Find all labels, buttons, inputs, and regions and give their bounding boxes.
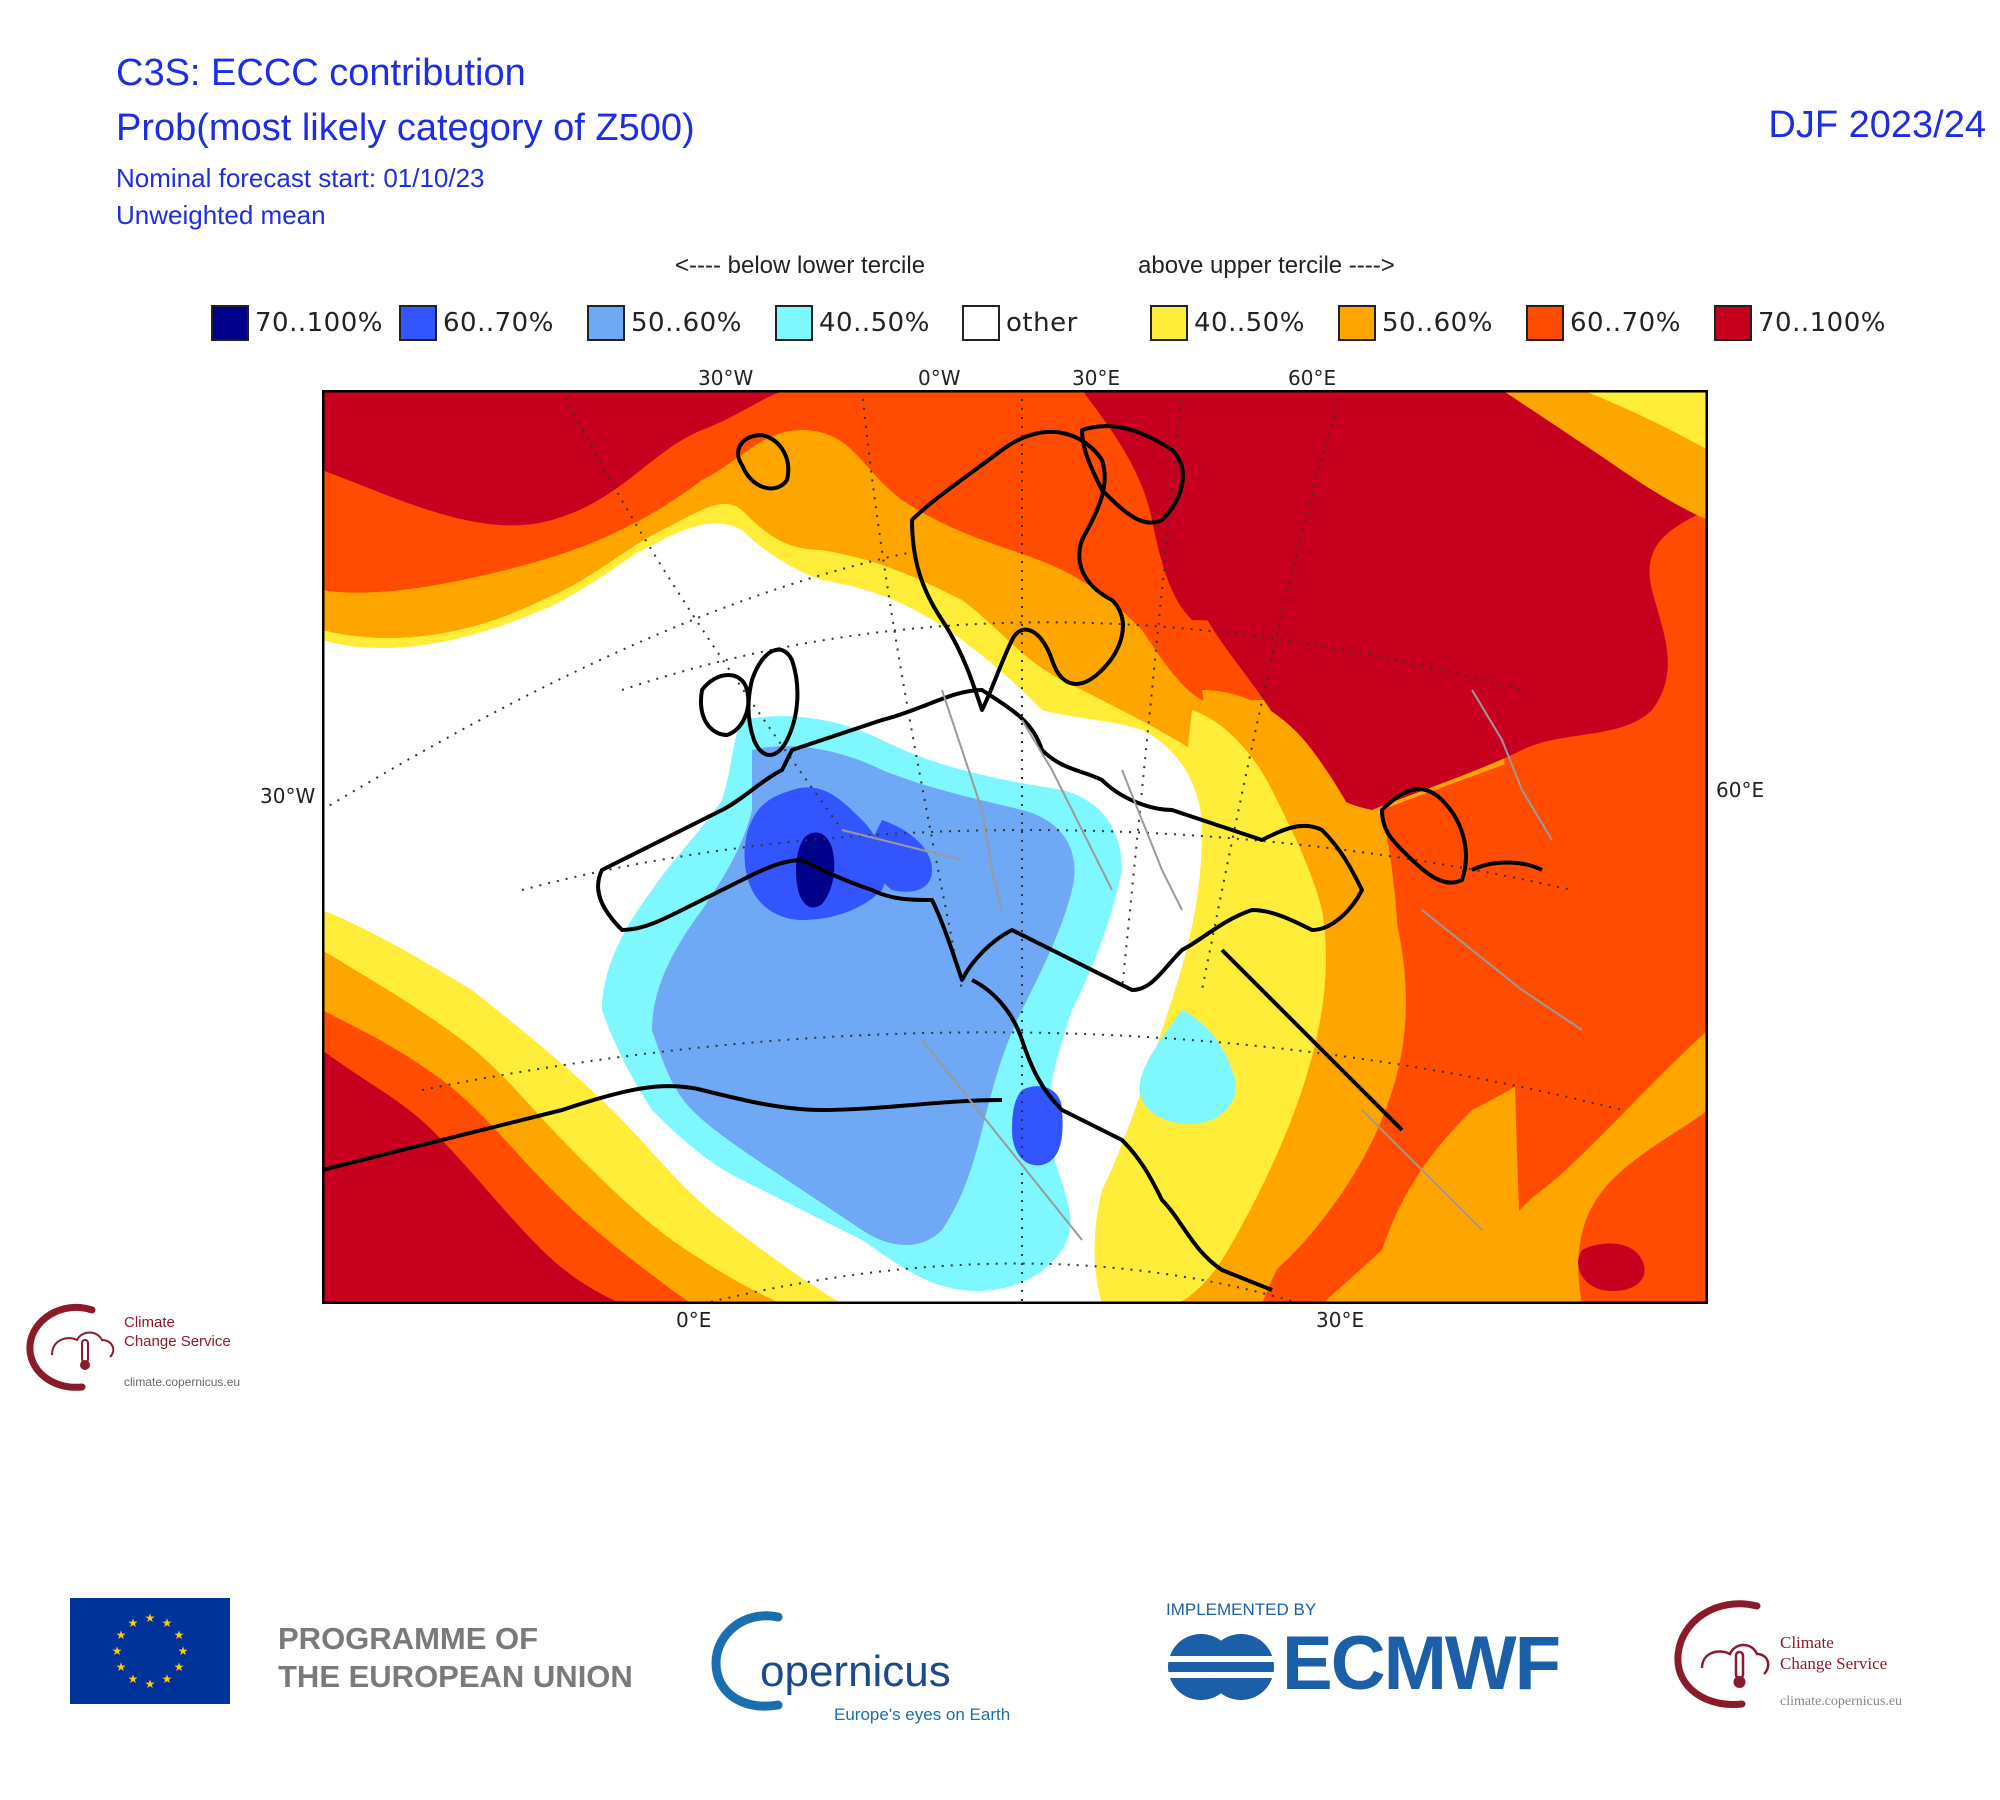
bottom-tick-label: 30°E: [1316, 1308, 1365, 1332]
top-tick-label: 0°W: [918, 366, 961, 390]
map-title: C3S: ECCC contribution: [116, 52, 526, 94]
c3s-small-line2: Change Service: [124, 1333, 231, 1350]
top-tick-label: 60°E: [1288, 366, 1337, 390]
copernicus-logo: opernicus Europe's eyes on Earth: [708, 1605, 1038, 1725]
svg-text:★: ★: [145, 1677, 156, 1691]
zone-above-70-100: [1578, 1243, 1645, 1291]
coastlines: [322, 424, 1543, 1292]
svg-text:★: ★: [174, 1660, 185, 1674]
season-label: DJF 2023/24: [1768, 104, 1986, 146]
zone-below-60-70: [1012, 1086, 1063, 1166]
zone-below-70-100: [796, 832, 835, 908]
svg-text:★: ★: [128, 1672, 139, 1686]
zone-above-70-100: [322, 1050, 622, 1304]
svg-text:★: ★: [174, 1628, 185, 1642]
c3s-logo-small: Climate Change Service climate.copernicu…: [22, 1285, 282, 1395]
legend-label: 70..100%: [1758, 308, 1886, 338]
programme-text: PROGRAMME OF THE EUROPEAN UNION: [278, 1620, 633, 1696]
svg-text:★: ★: [162, 1616, 173, 1630]
legend-below-heading: <---- below lower tercile: [675, 252, 926, 279]
legend-item: 50..60%: [587, 303, 742, 343]
zone-below-60-70: [872, 820, 932, 892]
zone-other: [322, 536, 792, 800]
copernicus-c-icon: [711, 1611, 783, 1711]
legend-item: 40..50%: [775, 303, 930, 343]
top-tick-label: 30°E: [1072, 366, 1121, 390]
legend-label: 60..70%: [1570, 308, 1681, 338]
map-frame: [321, 389, 1709, 1305]
c3s-line2: Change Service: [1780, 1654, 1888, 1673]
zone-above-70-100: [1162, 390, 1708, 810]
eu-stars-icon: ★ ★★ ★★★ ★★★ ★★★: [112, 1611, 189, 1691]
legend-item: other: [962, 303, 1078, 343]
legend-item: 70..100%: [1714, 303, 1886, 343]
zone-above-60-70: [1262, 710, 1708, 1304]
legend-item: 60..70%: [399, 303, 554, 343]
svg-text:★: ★: [116, 1660, 127, 1674]
legend-label: 40..50%: [819, 308, 930, 338]
legend-label: other: [1006, 308, 1078, 338]
legend-label: 70..100%: [255, 308, 383, 338]
legend-swatch: [1526, 305, 1564, 341]
c3s-logo: Climate Change Service climate.copernicu…: [1672, 1596, 1972, 1716]
c3s-small-line1: Climate: [124, 1314, 175, 1331]
eu-flag: ★ ★ ★ ★ ★ ★ ★ ★ ★ ★ ★ ★: [70, 1598, 230, 1704]
svg-text:★: ★: [145, 1611, 156, 1625]
copernicus-tagline: Europe's eyes on Earth: [834, 1705, 1011, 1724]
ecmwf-emblem-icon: [1166, 1632, 1276, 1702]
programme-line2: THE EUROPEAN UNION: [278, 1659, 633, 1694]
legend-swatch: [399, 305, 437, 341]
weighting-label: Unweighted mean: [116, 200, 326, 230]
legend-swatch: [211, 305, 249, 341]
legend-item: 50..60%: [1338, 303, 1493, 343]
c3s-name: Climate Change Service: [1780, 1632, 1887, 1674]
legend-above-heading: above upper tercile ---->: [1138, 252, 1395, 279]
c3s-line1: Climate: [1780, 1633, 1834, 1652]
right-tick-label: 60°E: [1716, 778, 1765, 802]
svg-text:★: ★: [116, 1628, 127, 1642]
legend-label: 60..70%: [443, 308, 554, 338]
c3s-emblem: [1674, 1600, 1770, 1708]
bottom-tick-label: 0°E: [676, 1308, 712, 1332]
forecast-start-label: Nominal forecast start: 01/10/23: [116, 163, 485, 193]
legend-swatch: [1150, 305, 1188, 341]
legend-item: 40..50%: [1150, 303, 1305, 343]
graticule: [322, 390, 1623, 1304]
svg-text:★: ★: [112, 1644, 123, 1658]
legend-swatch: [1714, 305, 1752, 341]
svg-text:★: ★: [162, 1672, 173, 1686]
top-tick-label: 30°W: [698, 366, 754, 390]
zone-above-40-50: [1582, 390, 1708, 450]
legend-item: 70..100%: [211, 303, 383, 343]
legend-swatch: [587, 305, 625, 341]
zone-below-40-50: [1139, 1010, 1236, 1124]
left-tick-label: 30°W: [260, 784, 316, 808]
legend-swatch: [1338, 305, 1376, 341]
c3s-small-name: Climate Change Service: [124, 1313, 231, 1351]
programme-line1: PROGRAMME OF: [278, 1621, 539, 1656]
svg-text:★: ★: [128, 1616, 139, 1630]
legend-swatch: [775, 305, 813, 341]
legend-label: 50..60%: [631, 308, 742, 338]
legend-label: 50..60%: [1382, 308, 1493, 338]
legend-label: 40..50%: [1194, 308, 1305, 338]
copernicus-name: opernicus: [760, 1647, 951, 1696]
map-svg: [321, 389, 1709, 1305]
legend-item: 60..70%: [1526, 303, 1681, 343]
legend-swatch: [962, 305, 1000, 341]
map-subtitle: Prob(most likely category of Z500): [116, 107, 695, 149]
ecmwf-wordmark: ECMWF: [1282, 1621, 1561, 1706]
probability-map: [321, 389, 1709, 1305]
c3s-url: climate.copernicus.eu: [1780, 1694, 1903, 1709]
zone-above-40-50: [1022, 710, 1326, 1304]
zone-above-50-60: [1472, 1030, 1708, 1304]
c3s-small-emblem: [26, 1303, 115, 1391]
country-borders: [841, 689, 1583, 1241]
implemented-by-label: IMPLEMENTED BY: [1166, 1600, 1317, 1619]
svg-text:★: ★: [178, 1644, 189, 1658]
c3s-small-url: climate.copernicus.eu: [124, 1375, 241, 1389]
